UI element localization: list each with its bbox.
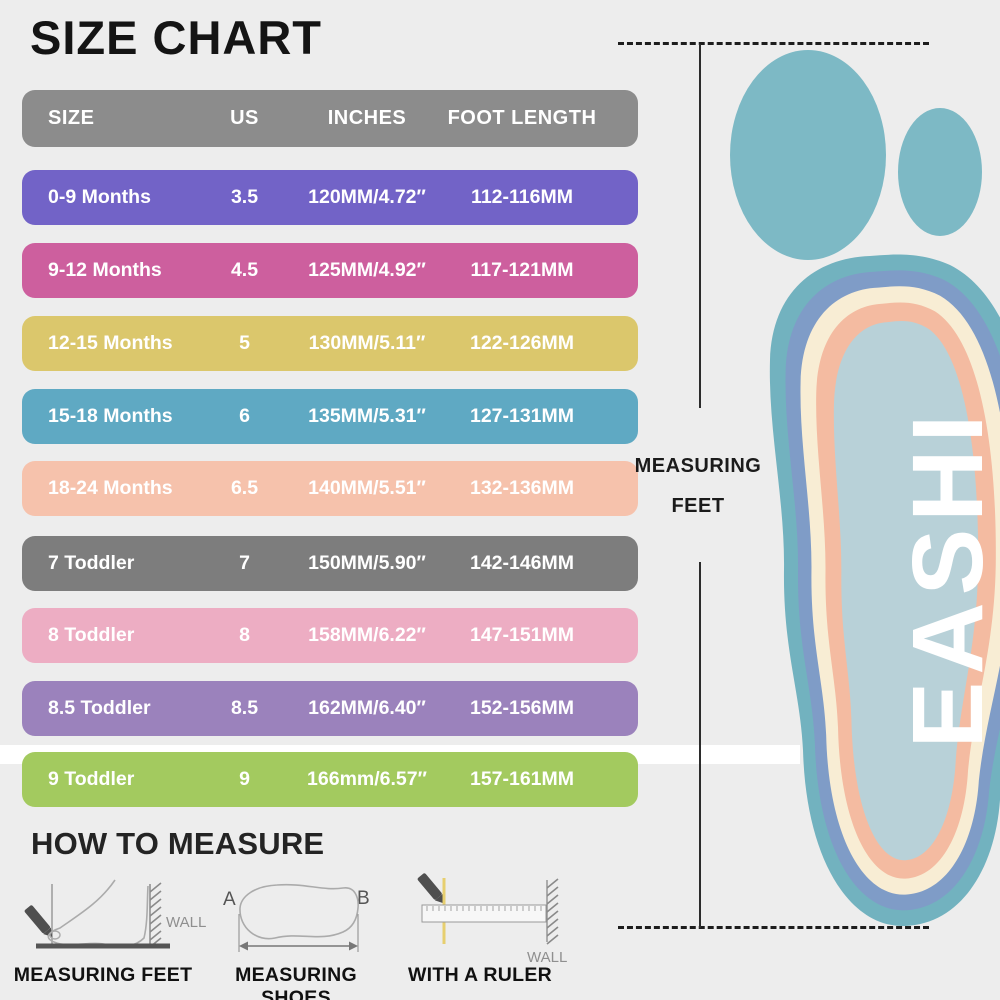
cell-size: 12-15 Months bbox=[48, 332, 173, 354]
cell-us: 7 bbox=[239, 552, 250, 574]
table-row: 9 Toddler 9 166mm/6.57″ 157-161MM bbox=[22, 752, 638, 807]
howto-heading: HOW TO MEASURE bbox=[31, 826, 325, 861]
pencil-icon bbox=[24, 905, 53, 937]
cell-inches: 135MM/5.31″ bbox=[308, 405, 426, 427]
cell-foot-length: 132-136MM bbox=[469, 477, 575, 499]
ruler bbox=[421, 904, 547, 923]
cell-size: 9 Toddler bbox=[48, 768, 135, 790]
point-b-label: B bbox=[357, 888, 370, 909]
footprint-illustration: EASHI bbox=[730, 50, 1000, 927]
table-row: 7 Toddler 7 150MM/5.90″ 142-146MM bbox=[22, 536, 638, 591]
table-row: 12-15 Months 5 130MM/5.11″ 122-126MM bbox=[22, 316, 638, 371]
cell-inches: 162MM/6.40″ bbox=[308, 697, 426, 719]
cell-size: 7 Toddler bbox=[48, 552, 135, 574]
big-toe bbox=[730, 50, 886, 260]
cell-us: 9 bbox=[239, 768, 250, 790]
cell-us: 6 bbox=[239, 405, 250, 427]
cell-size: 9-12 Months bbox=[48, 259, 162, 281]
table-row: 18-24 Months 6.5 140MM/5.51″ 132-136MM bbox=[22, 461, 638, 516]
table-row: 8 Toddler 8 158MM/6.22″ 147-151MM bbox=[22, 608, 638, 663]
cell-inches: 120MM/4.72″ bbox=[308, 186, 426, 208]
measuring-feet-label: MEASURING FEET bbox=[13, 964, 193, 986]
wall-hatching bbox=[149, 882, 162, 948]
cell-foot-length: 122-126MM bbox=[469, 332, 575, 354]
wall-label: WALL bbox=[527, 949, 567, 966]
cell-size: 15-18 Months bbox=[48, 405, 173, 427]
measuring-feet-callout: MEASURING FEET bbox=[618, 455, 778, 518]
wall-label: WALL bbox=[166, 914, 206, 931]
measuring-feet-diagram: WALL bbox=[24, 879, 206, 949]
cell-foot-length: 142-146MM bbox=[469, 552, 575, 574]
dashed-line-bottom bbox=[618, 926, 929, 929]
cell-foot-length: 127-131MM bbox=[469, 405, 575, 427]
cell-foot-length: 157-161MM bbox=[469, 768, 575, 790]
cell-us: 3.5 bbox=[230, 186, 259, 208]
big-toe-outline bbox=[49, 930, 61, 940]
arrowhead-left bbox=[239, 941, 248, 951]
cell-inches: 150MM/5.90″ bbox=[308, 552, 426, 574]
cell-us: 6.5 bbox=[230, 477, 259, 499]
pencil-icon bbox=[417, 873, 444, 904]
page-title: SIZE CHART bbox=[30, 11, 322, 64]
measure-line-upper bbox=[699, 44, 701, 408]
small-toe bbox=[898, 108, 982, 236]
callout-line2: FEET bbox=[671, 495, 725, 517]
dashed-line-top bbox=[618, 42, 929, 45]
cell-size: 0-9 Months bbox=[48, 186, 151, 208]
header-inches: INCHES bbox=[327, 107, 407, 129]
table-row: 15-18 Months 6 135MM/5.31″ 127-131MM bbox=[22, 389, 638, 444]
cell-inches: 125MM/4.92″ bbox=[308, 259, 426, 281]
cell-foot-length: 112-116MM bbox=[471, 186, 573, 208]
table-row: 0-9 Months 3.5 120MM/4.72″ 112-116MM bbox=[22, 170, 638, 225]
cell-size: 18-24 Months bbox=[48, 477, 173, 499]
cell-foot-length: 152-156MM bbox=[469, 697, 575, 719]
with-a-ruler-label: WITH A RULER bbox=[407, 964, 553, 986]
cell-size: 8 Toddler bbox=[48, 624, 135, 646]
cell-foot-length: 147-151MM bbox=[469, 624, 575, 646]
measure-line-lower bbox=[699, 562, 701, 928]
arrowhead-right bbox=[349, 941, 358, 951]
measuring-shoes-diagram: A B bbox=[223, 883, 370, 952]
cell-foot-length: 117-121MM bbox=[470, 259, 574, 281]
table-row: 9-12 Months 4.5 125MM/4.92″ 117-121MM bbox=[22, 243, 638, 298]
header-foot-length: FOOT LENGTH bbox=[447, 107, 597, 129]
cell-us: 4.5 bbox=[230, 259, 259, 281]
cell-size: 8.5 Toddler bbox=[48, 697, 151, 719]
brand-text: EASHI bbox=[892, 408, 1000, 749]
ruler-ticks bbox=[426, 906, 542, 911]
header-us: US bbox=[230, 107, 259, 129]
shoe-outline bbox=[239, 883, 359, 940]
table-row: 8.5 Toddler 8.5 162MM/6.40″ 152-156MM bbox=[22, 681, 638, 736]
measuring-shoes-label: MEASURING SHOES bbox=[235, 964, 357, 1000]
ruler-diagram: WALL bbox=[417, 873, 567, 966]
cell-inches: 166mm/6.57″ bbox=[307, 768, 427, 790]
cell-inches: 140MM/5.51″ bbox=[308, 477, 426, 499]
cell-inches: 130MM/5.11″ bbox=[308, 332, 426, 354]
foot-outline bbox=[47, 879, 149, 948]
wall-hatching bbox=[546, 878, 559, 945]
point-a-label: A bbox=[223, 889, 236, 910]
callout-line1: MEASURING bbox=[634, 455, 762, 477]
cell-us: 8 bbox=[239, 624, 250, 646]
cell-inches: 158MM/6.22″ bbox=[308, 624, 426, 646]
cell-us: 8.5 bbox=[230, 697, 259, 719]
table-header: SIZE US INCHES FOOT LENGTH bbox=[22, 90, 638, 147]
cell-us: 5 bbox=[239, 332, 250, 354]
header-size: SIZE bbox=[48, 107, 95, 129]
